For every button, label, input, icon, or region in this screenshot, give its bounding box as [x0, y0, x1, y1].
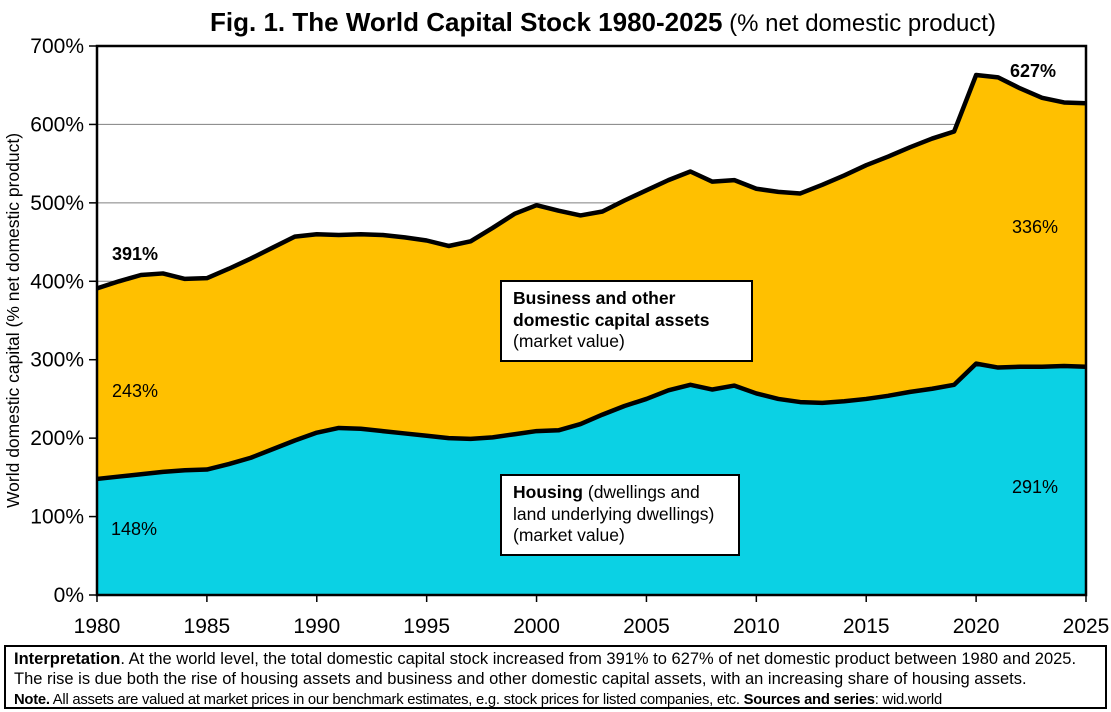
business-area	[97, 75, 1086, 479]
y-tick-label: 500%	[30, 192, 84, 215]
interpretation-note-box: Interpretation. At the world level, the …	[4, 645, 1107, 709]
business-series-label-box: Business and other domestic capital asse…	[500, 280, 753, 363]
axis-tick-marks	[89, 45, 1087, 602]
housing-series-label: Housing (dwellings and land underlying d…	[513, 482, 715, 524]
y-tick-label: 400%	[30, 270, 84, 293]
plot-border	[95, 44, 1088, 597]
interpretation-line-1: Interpretation. At the world level, the …	[14, 650, 1077, 668]
y-tick-label: 300%	[30, 349, 84, 372]
note-line: Note. All assets are valued at market pr…	[14, 691, 942, 708]
total-boundary-line	[96, 72, 1087, 291]
annotation-business-2025: 336%	[1012, 217, 1059, 237]
chart-title: Fig. 1. The World Capital Stock 1980-202…	[0, 7, 1111, 38]
y-axis-title: World domestic capital (% net domestic p…	[3, 133, 23, 508]
y-tick-label: 100%	[30, 506, 84, 529]
housing-boundary-line	[96, 361, 1087, 482]
annotation-housing-2025: 291%	[1012, 477, 1059, 497]
x-tick-label: 2025	[1063, 615, 1110, 638]
housing-series-sublabel: (market value)	[513, 525, 625, 546]
x-tick-label: 1990	[293, 615, 340, 638]
chart-title-units: (% net domestic product)	[722, 10, 996, 37]
y-tick-label: 200%	[30, 427, 84, 450]
business-series-sublabel: (market value)	[513, 331, 625, 352]
x-tick-label: 2015	[843, 615, 890, 638]
chart-title-main: Fig. 1. The World Capital Stock 1980-202…	[210, 7, 723, 37]
x-tick-label: 2010	[733, 615, 780, 638]
annotation-business-1980: 243%	[112, 381, 159, 401]
y-tick-label: 600%	[30, 113, 84, 136]
housing-series-label-box: Housing (dwellings and land underlying d…	[500, 474, 740, 557]
annotation-total-2025: 627%	[1010, 61, 1057, 81]
annotation-housing-1980: 148%	[111, 519, 158, 539]
x-tick-label: 1985	[184, 615, 231, 638]
x-tick-label: 1995	[403, 615, 450, 638]
x-tick-label: 2000	[513, 615, 560, 638]
axis-tick-labels: 0% 100% 200% 300% 400% 500% 600% 700% 1980 1985 19…	[30, 35, 1109, 638]
business-series-label: Business and other domestic capital asse…	[513, 288, 710, 330]
x-tick-label: 1980	[74, 615, 121, 638]
x-tick-label: 2005	[623, 615, 670, 638]
x-tick-label: 2020	[953, 615, 1000, 638]
interpretation-line-2: The rise is due both the rise of housing…	[14, 670, 1027, 689]
y-tick-label: 0%	[54, 584, 84, 607]
y-tick-label: 700%	[30, 35, 84, 58]
annotation-total-1980: 391%	[112, 244, 159, 264]
